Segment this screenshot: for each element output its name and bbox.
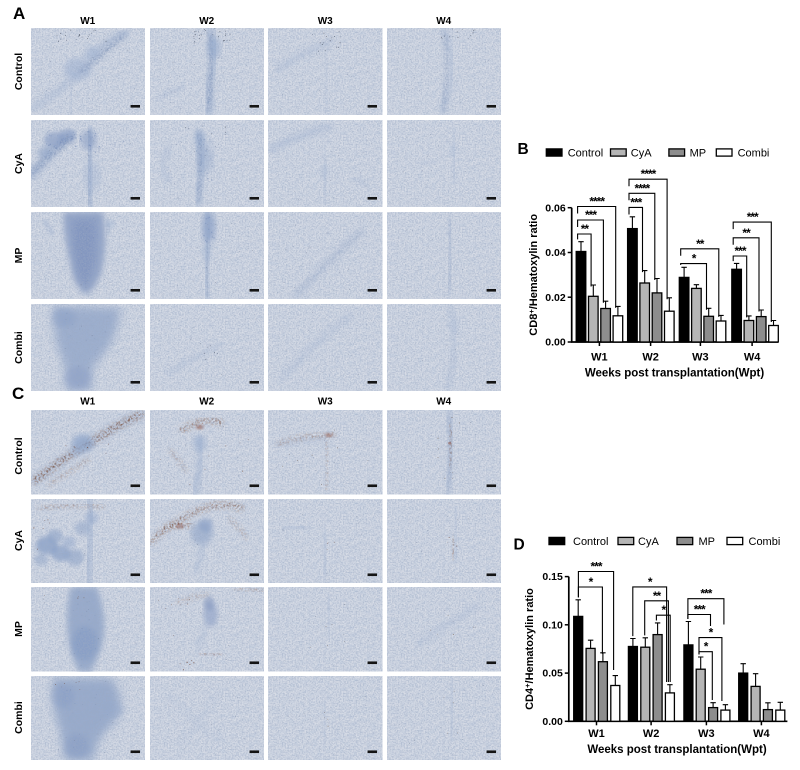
svg-text:W2: W2 bbox=[199, 16, 214, 27]
svg-text:MP: MP bbox=[690, 147, 707, 159]
svg-text:CyA: CyA bbox=[13, 153, 25, 174]
svg-text:W1: W1 bbox=[80, 16, 95, 27]
svg-text:Weeks post transplantation(Wpt: Weeks post transplantation(Wpt) bbox=[585, 368, 764, 380]
svg-text:A: A bbox=[13, 4, 25, 23]
svg-text:W1: W1 bbox=[591, 352, 608, 364]
svg-text:0.05: 0.05 bbox=[542, 668, 563, 680]
svg-text:***: *** bbox=[694, 603, 706, 617]
svg-text:0.00: 0.00 bbox=[542, 716, 563, 728]
svg-text:Combi: Combi bbox=[13, 331, 25, 364]
svg-text:**: ** bbox=[653, 589, 662, 603]
svg-text:0.04: 0.04 bbox=[545, 247, 566, 259]
svg-text:***: *** bbox=[630, 195, 642, 209]
svg-text:D: D bbox=[514, 537, 525, 554]
svg-text:Combi: Combi bbox=[738, 147, 770, 159]
svg-text:***: *** bbox=[734, 244, 746, 258]
svg-text:W1: W1 bbox=[80, 397, 95, 408]
svg-text:Control: Control bbox=[573, 536, 608, 548]
svg-text:***: *** bbox=[590, 560, 602, 574]
svg-text:MP: MP bbox=[699, 536, 716, 548]
svg-text:*: * bbox=[709, 626, 714, 640]
svg-text:*: * bbox=[589, 575, 594, 589]
svg-text:****: **** bbox=[589, 195, 605, 209]
svg-text:W4: W4 bbox=[436, 397, 451, 408]
svg-text:W2: W2 bbox=[643, 728, 660, 740]
svg-text:0.06: 0.06 bbox=[545, 202, 566, 214]
svg-text:****: **** bbox=[635, 181, 651, 195]
svg-text:C: C bbox=[12, 384, 24, 403]
svg-text:W3: W3 bbox=[692, 352, 709, 364]
svg-text:*: * bbox=[661, 603, 666, 617]
svg-text:Control: Control bbox=[13, 53, 25, 90]
svg-text:CyA: CyA bbox=[13, 530, 25, 551]
svg-text:0.15: 0.15 bbox=[542, 571, 563, 583]
svg-text:**: ** bbox=[581, 222, 590, 236]
svg-text:B: B bbox=[518, 141, 529, 158]
svg-text:W4: W4 bbox=[753, 728, 770, 740]
svg-text:W2: W2 bbox=[642, 352, 659, 364]
svg-text:***: *** bbox=[700, 587, 712, 601]
svg-text:Weeks post transplantation(Wpt: Weeks post transplantation(Wpt) bbox=[587, 744, 766, 756]
svg-text:W1: W1 bbox=[588, 728, 605, 740]
svg-text:**: ** bbox=[742, 226, 751, 240]
svg-text:Control: Control bbox=[13, 437, 25, 474]
svg-text:MP: MP bbox=[13, 248, 25, 264]
svg-text:W4: W4 bbox=[744, 352, 761, 364]
svg-text:Control: Control bbox=[568, 147, 603, 159]
svg-text:W3: W3 bbox=[318, 397, 333, 408]
svg-text:W3: W3 bbox=[698, 728, 715, 740]
svg-text:*: * bbox=[692, 252, 697, 266]
svg-text:*: * bbox=[648, 575, 653, 589]
svg-text:W4: W4 bbox=[436, 16, 451, 27]
svg-text:0.00: 0.00 bbox=[545, 337, 566, 349]
svg-text:***: *** bbox=[747, 210, 759, 224]
svg-text:****: **** bbox=[641, 167, 657, 181]
svg-text:CyA: CyA bbox=[631, 147, 652, 159]
svg-text:CD4+/Hematoxylin ratio: CD4+/Hematoxylin ratio bbox=[523, 588, 536, 710]
svg-text:Combi: Combi bbox=[749, 536, 781, 548]
svg-text:0.02: 0.02 bbox=[545, 292, 566, 304]
svg-text:W2: W2 bbox=[199, 397, 214, 408]
svg-text:MP: MP bbox=[13, 621, 25, 637]
svg-text:*: * bbox=[704, 640, 709, 654]
svg-text:CD8+/Hematoxylin ratio: CD8+/Hematoxylin ratio bbox=[527, 214, 540, 336]
svg-text:Combi: Combi bbox=[13, 701, 25, 734]
svg-text:W3: W3 bbox=[318, 16, 333, 27]
svg-text:CyA: CyA bbox=[638, 536, 659, 548]
svg-text:0.10: 0.10 bbox=[542, 619, 563, 631]
svg-text:***: *** bbox=[585, 208, 597, 222]
svg-text:**: ** bbox=[696, 237, 705, 251]
